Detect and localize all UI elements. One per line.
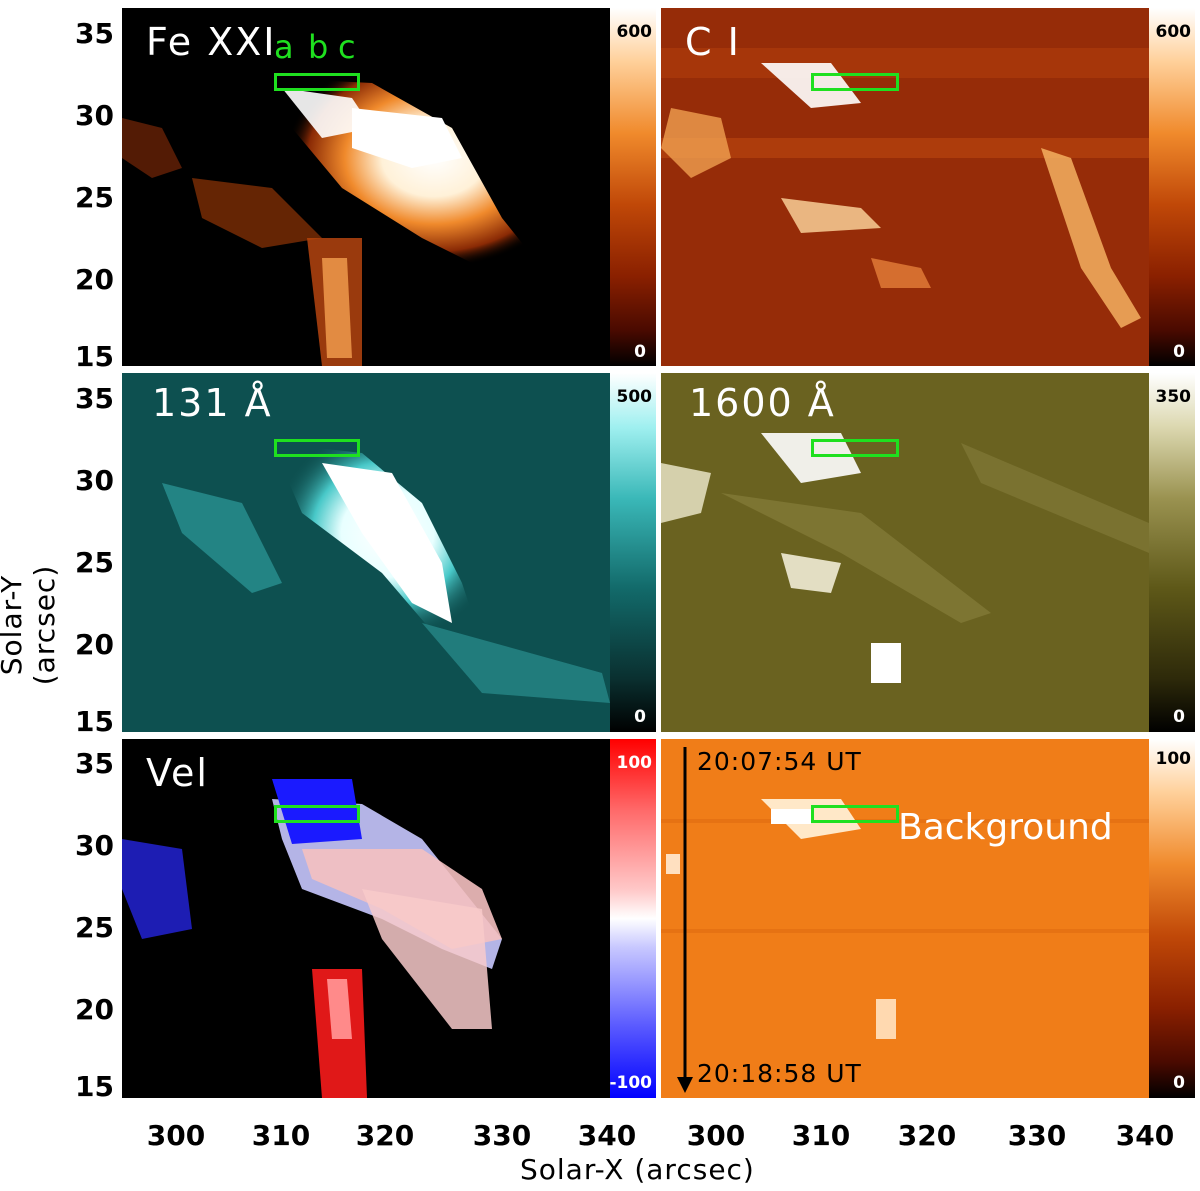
- cbar-max-label: 350: [1155, 387, 1192, 407]
- x-tick: 300: [686, 1119, 746, 1152]
- cbar-max-label: 100: [1155, 749, 1192, 769]
- y-tick: 35: [75, 747, 114, 780]
- y-tick: 20: [75, 628, 114, 661]
- y-tick: 25: [75, 181, 114, 214]
- x-tick: 300: [146, 1119, 206, 1152]
- slit-box: [274, 805, 360, 823]
- y-tick: 25: [75, 546, 114, 579]
- panel-1600: 350 0 1600 Å: [661, 373, 1195, 732]
- cbar-max-label: 100: [616, 753, 653, 773]
- slit-box: [274, 73, 360, 91]
- vel-image: [122, 779, 502, 1098]
- cbar-min-label: 0: [634, 342, 646, 362]
- y-tick: 25: [75, 911, 114, 944]
- y-tick: 15: [75, 1070, 114, 1103]
- colorbar-131: [610, 373, 656, 732]
- cbar-min-label: 0: [634, 707, 646, 727]
- panel-title: C I: [685, 20, 741, 64]
- slit-box: [274, 439, 360, 457]
- marker-b: b: [308, 28, 329, 66]
- marker-a: a: [274, 28, 294, 66]
- y-tick: 15: [75, 340, 114, 373]
- c-i-image: [661, 8, 1149, 366]
- slit-box: [811, 805, 899, 823]
- cbar-min-label: 0: [1173, 342, 1185, 362]
- panel-title: Fe XXI: [146, 20, 277, 64]
- x-tick: 340: [1115, 1119, 1175, 1152]
- x-tick: 310: [251, 1119, 311, 1152]
- colorbar-1600: [1149, 373, 1195, 732]
- y-axis-title: Solar-Y (arcsec): [0, 564, 61, 686]
- x-axis-title: Solar-X (arcsec): [520, 1153, 755, 1186]
- cbar-max-label: 600: [1155, 22, 1192, 42]
- panel-title: Vel: [146, 751, 209, 795]
- x-tick: 330: [1007, 1119, 1067, 1152]
- y-tick: 30: [75, 829, 114, 862]
- background-label: Background: [898, 807, 1113, 848]
- x-tick: 340: [577, 1119, 637, 1152]
- cbar-min-label: 0: [1173, 707, 1185, 727]
- panel-c-i: 600 0 C I: [661, 8, 1195, 366]
- panel-vel: 100 -100 Vel: [122, 739, 656, 1098]
- slit-box: [811, 439, 899, 457]
- panel-title: 131 Å: [152, 381, 273, 425]
- y-tick: 30: [75, 99, 114, 132]
- x-tick: 320: [897, 1119, 957, 1152]
- cbar-min-label: 0: [1173, 1073, 1185, 1093]
- colorbar-fe-xxi: [610, 8, 656, 366]
- y-tick: 20: [75, 263, 114, 296]
- marker-c: c: [338, 28, 356, 66]
- 1600-image: [661, 373, 1149, 732]
- x-tick: 310: [791, 1119, 851, 1152]
- panel-title: 1600 Å: [689, 381, 836, 425]
- colorbar-c-i: [1149, 8, 1195, 366]
- background-image: [661, 739, 1149, 1098]
- panel-background: 100 0 20:07:54 UT 20:18:58 UT Background: [661, 739, 1195, 1098]
- cbar-max-label: 500: [616, 387, 653, 407]
- cbar-min-label: -100: [609, 1073, 652, 1093]
- x-tick: 320: [355, 1119, 415, 1152]
- 131-image: [122, 373, 610, 732]
- panel-131: 500 0 131 Å: [122, 373, 656, 732]
- time-end-label: 20:18:58 UT: [697, 1059, 862, 1088]
- colorbar-background: [1149, 739, 1195, 1098]
- panel-fe-xxi: 600 0 Fe XXI a b c: [122, 8, 656, 366]
- y-tick: 20: [75, 993, 114, 1026]
- slit-box: [811, 73, 899, 91]
- time-start-label: 20:07:54 UT: [697, 747, 862, 776]
- x-tick: 330: [472, 1119, 532, 1152]
- y-tick: 35: [75, 382, 114, 415]
- y-tick: 35: [75, 17, 114, 50]
- y-tick: 15: [75, 705, 114, 738]
- cbar-max-label: 600: [616, 22, 653, 42]
- fe-xxi-image: [122, 78, 542, 366]
- y-tick: 30: [75, 464, 114, 497]
- colorbar-vel: [610, 739, 656, 1098]
